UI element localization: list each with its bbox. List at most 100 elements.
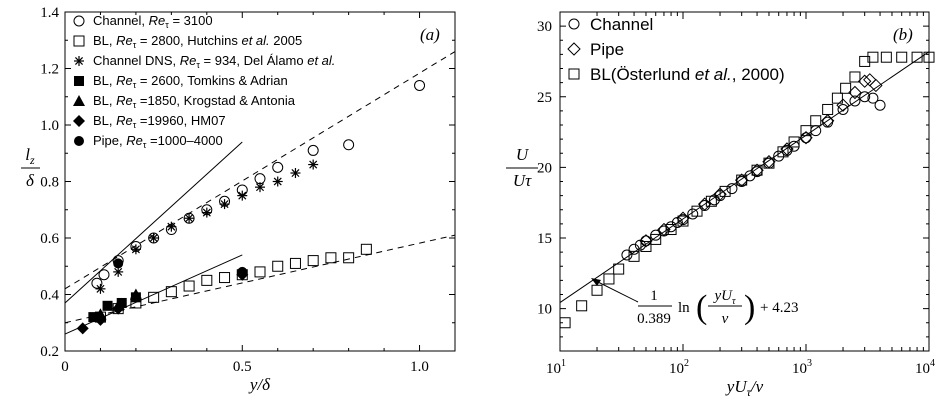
b-series-1-point (773, 150, 785, 162)
legend-a-item-5: BL, Reτ =1850, Krogstad & Antonia (73, 93, 296, 110)
b-series-3-point (640, 240, 652, 252)
a-series-4-point (102, 300, 113, 311)
panel-a-ylabel: lz δ (21, 145, 40, 190)
a-series-2-point (183, 280, 195, 292)
b-series-3-point (800, 125, 812, 137)
b-series-1-point (726, 183, 738, 195)
a-series-3-point (130, 244, 141, 255)
a-series-3-point (272, 176, 283, 187)
svg-text:BL, Reτ = 2800, Hutchins et al: BL, Reτ = 2800, Hutchins et al. 2005 (93, 33, 302, 50)
b-series-1-point (867, 92, 879, 104)
a-series-2-point (201, 274, 213, 286)
svg-text:yUτ: yUτ (712, 288, 736, 307)
svg-text:+ 4.23: + 4.23 (760, 300, 798, 316)
a-series-4-point (116, 297, 127, 308)
panel-a-xlabel: y/δ (248, 375, 271, 394)
legend-a-item-4: BL, Reτ = 2600, Tomkins & Adrian (74, 73, 288, 90)
b-series-3-point (677, 215, 689, 227)
b-ytick-label: 20 (537, 160, 552, 176)
b-series-3-point (628, 250, 640, 262)
svg-text:BL, Reτ =19960, HM07: BL, Reτ =19960, HM07 (93, 113, 226, 130)
b-series-3-point (831, 92, 843, 104)
legend-a-item-1: Channel, Reτ = 3100 (73, 13, 213, 30)
svg-text:BL, Reτ = 2600, Tomkins & Adri: BL, Reτ = 2600, Tomkins & Adrian (93, 73, 288, 90)
a-ytick-label: 1.2 (40, 62, 59, 78)
panel-b-xlabel: yUτ/ν (725, 377, 764, 399)
svg-text:Pipe, Reτ =1000–4000: Pipe, Reτ =1000–4000 (93, 133, 223, 150)
b-series-3-point (840, 82, 852, 94)
svg-text:BL(Österlund et al., 2000): BL(Österlund et al., 2000) (590, 65, 785, 84)
svg-text:1: 1 (650, 288, 658, 304)
b-series-3-point (859, 55, 871, 67)
a-series-6-point (76, 322, 89, 335)
b-series-1-point (621, 249, 633, 261)
a-ytick-label: 1.4 (40, 5, 59, 21)
a-series-3-point (201, 207, 212, 218)
b-series-3-point (896, 51, 908, 63)
b-series-3-point (751, 164, 763, 176)
a-ytick-label: 0.4 (40, 288, 59, 304)
b-series-3-point (763, 157, 775, 169)
b-series-2-point (836, 98, 850, 112)
a-series-1-point (414, 79, 426, 91)
b-series-3-point (613, 263, 625, 275)
b-series-2-point (697, 197, 712, 211)
a-series-5-point (129, 288, 142, 300)
b-series-3-point (849, 71, 861, 83)
b-ytick-label: 15 (537, 231, 552, 247)
svg-text:ln: ln (678, 300, 690, 316)
a-series-1-point (91, 277, 103, 289)
svg-text:Channel, Reτ = 3100: Channel, Reτ = 3100 (93, 13, 213, 30)
a-series-2-point (165, 286, 177, 298)
b-xtick-label: 101 (546, 358, 566, 377)
annotation-arrow (593, 279, 639, 303)
svg-text:Channel DNS, Reτ = 934, Del Ál: Channel DNS, Reτ = 934, Del Álamo et al. (93, 53, 335, 70)
a-series-3-point (148, 233, 159, 243)
b-series-3-point (736, 174, 748, 186)
a-series-2-point (272, 260, 284, 272)
b-series-1-point (859, 91, 871, 103)
b-series-1-point (628, 243, 640, 255)
svg-text:Uτ: Uτ (513, 171, 532, 190)
panel-a: 0.2 0.4 0.6 0.8 1.0 1.2 1.4 0 0.5 1.0 (a) Channel… (21, 5, 456, 394)
svg-text:Pipe: Pipe (590, 40, 624, 59)
a-series-2-point (360, 243, 372, 255)
legend-b-item-2: Pipe (567, 40, 624, 59)
a-series-3-point (219, 199, 230, 210)
b-series-2-point (750, 163, 764, 177)
a-ytick-label: 1.0 (40, 118, 59, 134)
svg-text:lz: lz (25, 145, 35, 167)
svg-text:(: ( (696, 289, 707, 326)
b-series-1-point (800, 132, 812, 144)
b-series-3-point (576, 300, 588, 312)
a-series-3-point (113, 266, 124, 277)
svg-text:BL, Reτ =1850, Krogstad & Anto: BL, Reτ =1850, Krogstad & Antonia (93, 93, 296, 110)
b-series-2-point (713, 187, 727, 201)
b-series-3-point (810, 115, 822, 127)
a-series-7-point (237, 266, 248, 277)
a-series-1-point (272, 161, 284, 173)
a-ytick-label: 0.2 (40, 344, 59, 360)
a-series-2-point (219, 272, 231, 284)
svg-text:U: U (516, 145, 530, 164)
svg-text:δ: δ (26, 171, 35, 190)
a-fit-line-4 (64, 234, 456, 324)
panel-a-label: (a) (420, 25, 440, 44)
a-series-2-point (254, 266, 266, 278)
a-ytick-label: 0.6 (40, 231, 59, 247)
b-xtick-label: 103 (792, 358, 812, 377)
log-law-annotation: 1 0.389 ln ( yUτ ν ) + 4.23 (591, 278, 798, 327)
panel-a-legend: Channel, Reτ = 3100 BL, Reτ = 2800, Hutc… (73, 13, 335, 150)
b-series-2-point (639, 234, 653, 248)
b-xtick-label: 104 (915, 358, 935, 377)
b-series-3-point (911, 51, 923, 63)
a-fit-line-1 (64, 141, 243, 304)
panel-b-legend: Channel Pipe BL(Österlund et al., 2000) (567, 15, 785, 84)
a-xtick-label: 1.0 (410, 359, 429, 375)
a-series-2-point (307, 255, 319, 267)
a-series-3-point (95, 283, 106, 294)
b-series-3-point (650, 233, 662, 245)
b-series-1-point (849, 95, 861, 107)
a-series-3-point (166, 221, 177, 232)
a-series-6-point (112, 302, 125, 315)
